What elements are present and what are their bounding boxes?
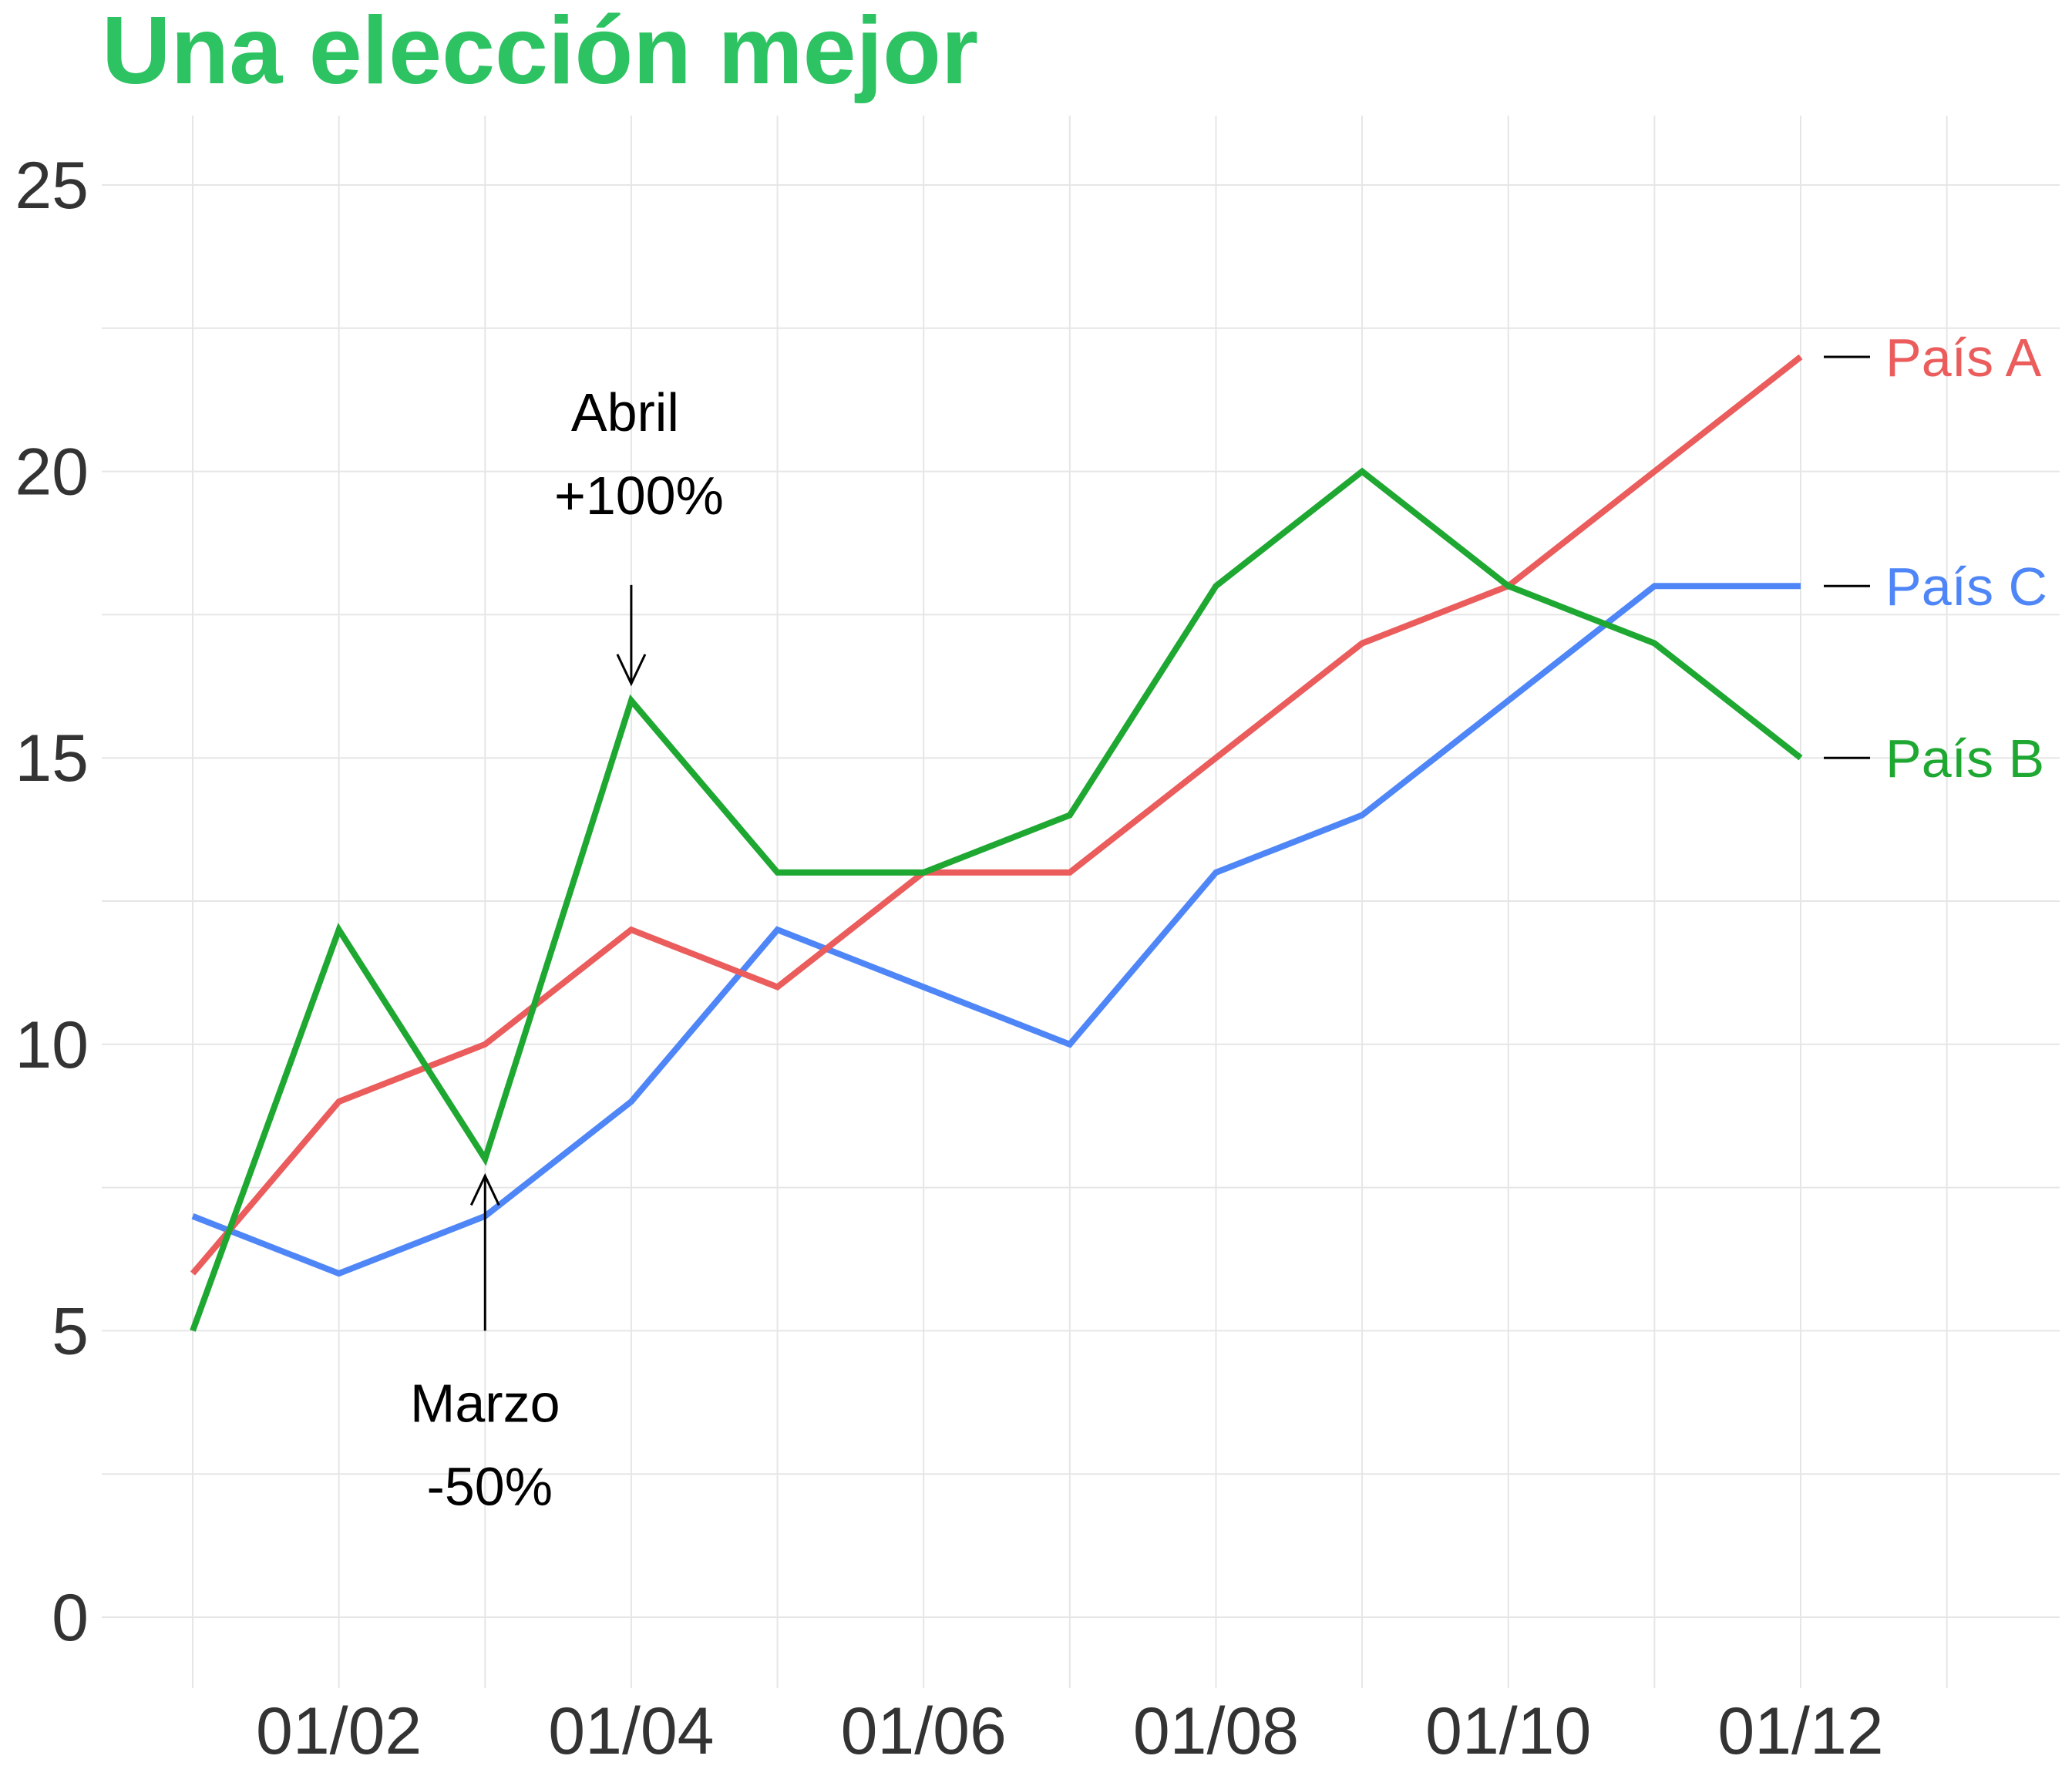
annotation-value: -50% — [427, 1456, 553, 1516]
y-tick-label: 20 — [15, 436, 89, 510]
series-line-pais_a — [190, 354, 1803, 1276]
annotation-arrowhead — [469, 1172, 500, 1206]
series-label-pais_c: País C — [1885, 557, 2047, 617]
series-line-pais_b — [190, 467, 1803, 1332]
series-lines — [190, 354, 1803, 1332]
annotations: Abril +100% Marzo -50% — [410, 382, 724, 1517]
annotation-label: Marzo — [410, 1373, 560, 1433]
x-tick-label: 01/12 — [1717, 1694, 1883, 1768]
series-label-pais_a: País A — [1885, 328, 2042, 388]
series-label-pais_b: País B — [1885, 728, 2044, 789]
y-tick-label: 10 — [15, 1008, 89, 1082]
y-tick-label: 15 — [15, 722, 89, 796]
x-tick-label: 01/02 — [256, 1694, 422, 1768]
axis-tick-labels: 0 5 10 15 20 25 01/02 01/04 01/06 01/08 01/10 01/12 — [15, 149, 1883, 1768]
annotation-value: +100% — [554, 466, 724, 526]
x-tick-label: 01/08 — [1133, 1694, 1299, 1768]
series-labels: País C País A País B — [1824, 328, 2047, 789]
annotation-arrowhead — [616, 654, 647, 687]
y-tick-label: 0 — [52, 1581, 89, 1655]
chart-title: Una elección mejor — [102, 0, 978, 104]
y-tick-label: 5 — [52, 1294, 89, 1368]
series-line-pais_c — [191, 583, 1801, 1277]
annotation-label: Abril — [571, 382, 679, 442]
x-tick-label: 01/06 — [841, 1694, 1007, 1768]
x-tick-label: 01/04 — [548, 1694, 714, 1768]
grid-lines — [102, 116, 2060, 1688]
y-tick-label: 25 — [15, 149, 89, 223]
x-tick-label: 01/10 — [1425, 1694, 1591, 1768]
